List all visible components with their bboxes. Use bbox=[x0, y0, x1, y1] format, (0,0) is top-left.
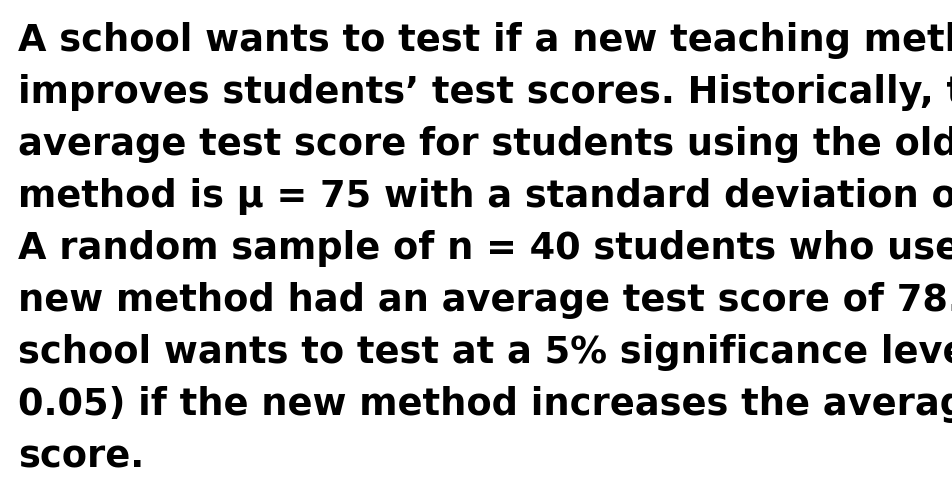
Text: school wants to test at a 5% significance level (α =: school wants to test at a 5% significanc… bbox=[18, 334, 952, 371]
Text: average test score for students using the old: average test score for students using th… bbox=[18, 126, 952, 163]
Text: A random sample of n = 40 students who used the: A random sample of n = 40 students who u… bbox=[18, 230, 952, 267]
Text: method is μ = 75 with a standard deviation of σ = 10.: method is μ = 75 with a standard deviati… bbox=[18, 178, 952, 215]
Text: improves students’ test scores. Historically, the: improves students’ test scores. Historic… bbox=[18, 74, 952, 111]
Text: score.: score. bbox=[18, 438, 144, 475]
Text: A school wants to test if a new teaching method: A school wants to test if a new teaching… bbox=[18, 22, 952, 59]
Text: 0.05) if the new method increases the average: 0.05) if the new method increases the av… bbox=[18, 386, 952, 423]
Text: new method had an average test score of 78. The: new method had an average test score of … bbox=[18, 282, 952, 319]
